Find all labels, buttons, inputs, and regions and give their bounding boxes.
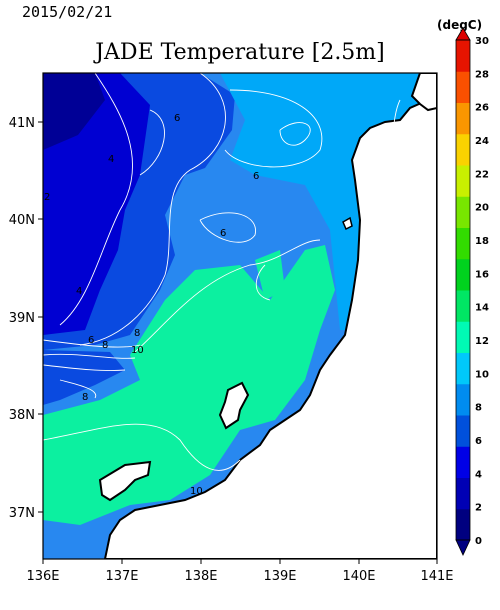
colorbar-frame [455, 39, 471, 541]
colorbar-segment [456, 102, 470, 135]
colorbar-tick-label: 4 [475, 469, 482, 480]
map-title: JADE Temperature [2.5m] [95, 40, 385, 65]
land-noto [98, 460, 152, 502]
colorbar-tick-label: 26 [475, 103, 489, 114]
colorbar-segment [456, 165, 470, 197]
colorbar-segment [456, 133, 470, 166]
colorbar-segment [456, 258, 470, 291]
sea-region-10-12 [43, 245, 335, 525]
colorbar-segment [456, 352, 470, 385]
date-label: 2015/02/21 [22, 3, 113, 21]
colorbar-tick-label: 0 [475, 536, 482, 547]
colorbar-bottom-arrow [455, 539, 471, 556]
colorbar-tick-label: 2 [475, 503, 482, 514]
contour-label: 10 [190, 486, 203, 497]
colorbar-tick-label: 22 [475, 169, 489, 180]
colorbar-segment [456, 477, 470, 510]
colorbar-tick-label: 20 [475, 203, 489, 214]
colorbar-segment [456, 508, 470, 541]
contour-label: 6 [174, 113, 180, 124]
colorbar-tick-label: 24 [475, 136, 489, 147]
colorbar-tick-label: 18 [475, 236, 489, 247]
x-tick-label: 140E [342, 569, 375, 584]
y-tick-label: 38N [9, 408, 35, 423]
colorbar-tick-label: 12 [475, 336, 489, 347]
x-tick-label: 139E [263, 569, 296, 584]
contour-label: 4 [76, 286, 82, 297]
contour-label: 6 [253, 171, 259, 182]
colorbar-tick-label: 28 [475, 69, 489, 80]
map-plot-area: 6 4 2 6 6 4 8 6 8 10 8 10 [43, 73, 437, 559]
y-tick-label: 40N [9, 213, 35, 228]
y-tick-label: 41N [9, 116, 35, 131]
y-tick-label: 39N [9, 311, 35, 326]
y-tick-label: 37N [9, 506, 35, 521]
land-honshu [103, 93, 437, 559]
y-axis: 41N 40N 39N 38N 37N [9, 116, 43, 521]
colorbar-tick-label: 30 [475, 36, 489, 47]
colorbar-segments [456, 40, 470, 541]
contour-label: 2 [44, 192, 50, 203]
contour-label: 10 [131, 345, 144, 356]
x-tick-label: 136E [26, 569, 59, 584]
isotherm-lines [43, 73, 401, 471]
colorbar-segment [456, 40, 470, 72]
land-hokkaido [410, 73, 437, 112]
contour-labels: 6 4 2 6 6 4 8 6 8 10 8 10 [44, 113, 259, 497]
x-tick-label: 137E [105, 569, 138, 584]
x-tick-label: 141E [420, 569, 453, 584]
plot-frame [42, 72, 438, 560]
sea-region-4-6-south [43, 350, 125, 405]
contour-label: 8 [82, 392, 88, 403]
colorbar-segment [456, 321, 470, 353]
colorbar-tick-label: 16 [475, 269, 489, 280]
colorbar-segment [456, 383, 470, 416]
contour-label: 6 [88, 335, 94, 346]
contour-label: 8 [134, 328, 140, 339]
contour-label: 8 [102, 340, 108, 351]
colorbar-segment [456, 290, 470, 322]
x-tick-label: 138E [184, 569, 217, 584]
colorbar-unit-label: (degC) [437, 18, 482, 32]
colorbar-tick-label: 6 [475, 436, 482, 447]
colorbar-segment [456, 415, 470, 447]
land-sado [218, 381, 250, 430]
colorbar-tick-label: 14 [475, 303, 489, 314]
colorbar-segment [456, 227, 470, 260]
colorbar-segment [456, 71, 470, 103]
colorbar-segment [456, 446, 470, 478]
colorbar-tick-label: 8 [475, 403, 482, 414]
land-oshima-island [342, 216, 353, 231]
colorbar-segment [456, 196, 470, 228]
contour-label: 6 [220, 228, 226, 239]
contour-label: 4 [108, 154, 114, 165]
x-axis: 136E 137E 138E 139E 140E 141E [26, 559, 454, 584]
sea-region-0-2 [43, 73, 105, 150]
colorbar-tick-label: 10 [475, 369, 489, 380]
